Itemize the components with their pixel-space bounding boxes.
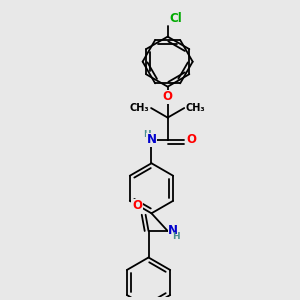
Text: CH₃: CH₃ (130, 103, 150, 113)
Text: O: O (163, 91, 173, 103)
Text: O: O (186, 133, 196, 146)
Text: CH₃: CH₃ (186, 103, 205, 113)
Text: Cl: Cl (169, 12, 182, 25)
Text: H: H (143, 130, 150, 139)
Text: H: H (172, 232, 180, 241)
Text: N: N (168, 224, 178, 238)
Text: N: N (146, 133, 157, 146)
Text: O: O (132, 200, 142, 212)
